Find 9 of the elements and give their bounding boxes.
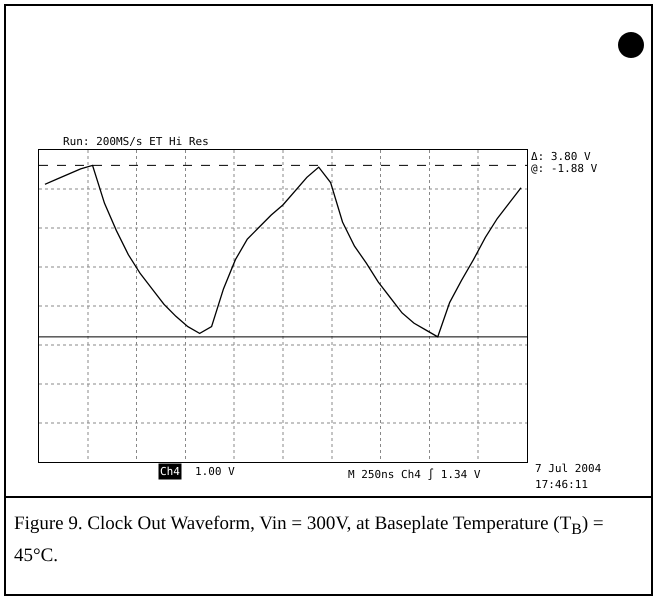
text: M 250ns Ch4 ∫ 1.34 V — [348, 468, 481, 481]
text: Ch4 — [160, 465, 180, 478]
text: @: -1.88 V — [531, 162, 598, 175]
text: 7 Jul 2004 — [535, 462, 602, 475]
text: Δ: 3.80 V — [531, 150, 591, 163]
text: Run: 200MS/s ET Hi Res — [63, 135, 209, 148]
text: 1.00 V — [195, 465, 236, 478]
text: Figure 9. Clock Out Waveform, Vin = 300V, at Baseplate Temperature (T$_{B}$) = 45°C. — [14, 513, 604, 566]
text: 17:46:11 — [535, 478, 588, 491]
